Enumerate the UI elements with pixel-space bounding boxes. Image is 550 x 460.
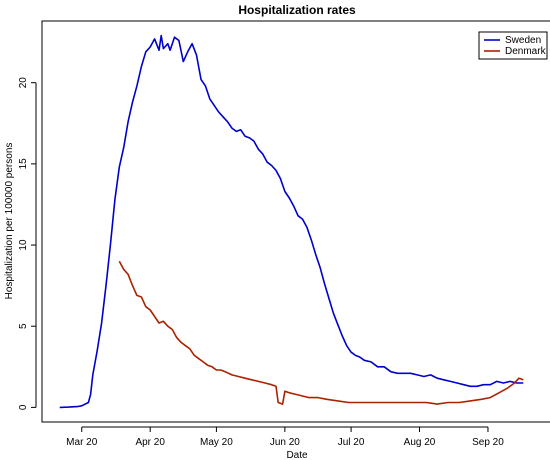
x-tick-label: Sep 20 xyxy=(472,437,504,448)
series-line-sweden xyxy=(59,34,524,409)
legend: Sweden Denmark xyxy=(478,31,548,60)
y-axis: 0 5 10 15 20 xyxy=(18,77,37,410)
legend-box xyxy=(478,31,548,60)
x-tick-label: Apr 20 xyxy=(135,437,165,448)
chart-title: Hospitalization rates xyxy=(238,3,356,17)
x-tick-label: Mar 20 xyxy=(66,437,98,448)
x-tick-label: Jul 20 xyxy=(338,437,365,448)
y-axis-title: Hospitalization per 100000 persons xyxy=(4,143,15,300)
x-axis: Mar 20 Apr 20 May 20 Jun 20 Jul 20 Aug 20 Sep … xyxy=(66,426,504,448)
x-tick-label: Jun 20 xyxy=(270,437,300,448)
y-tick-label: 5 xyxy=(18,323,29,329)
y-tick-label: 0 xyxy=(18,404,29,410)
legend-label-denmark: Denmark xyxy=(505,46,547,57)
series-layer xyxy=(59,34,524,409)
legend-label-sweden: Sweden xyxy=(505,35,541,46)
x-axis-title: Date xyxy=(286,450,308,460)
x-tick-label: May 20 xyxy=(200,437,233,448)
plot-frame xyxy=(41,20,550,423)
y-tick-label: 20 xyxy=(18,77,29,89)
series-line-denmark xyxy=(118,260,524,405)
y-tick-label: 10 xyxy=(18,239,29,251)
x-tick-label: Aug 20 xyxy=(404,437,436,448)
y-tick-label: 15 xyxy=(18,158,29,170)
